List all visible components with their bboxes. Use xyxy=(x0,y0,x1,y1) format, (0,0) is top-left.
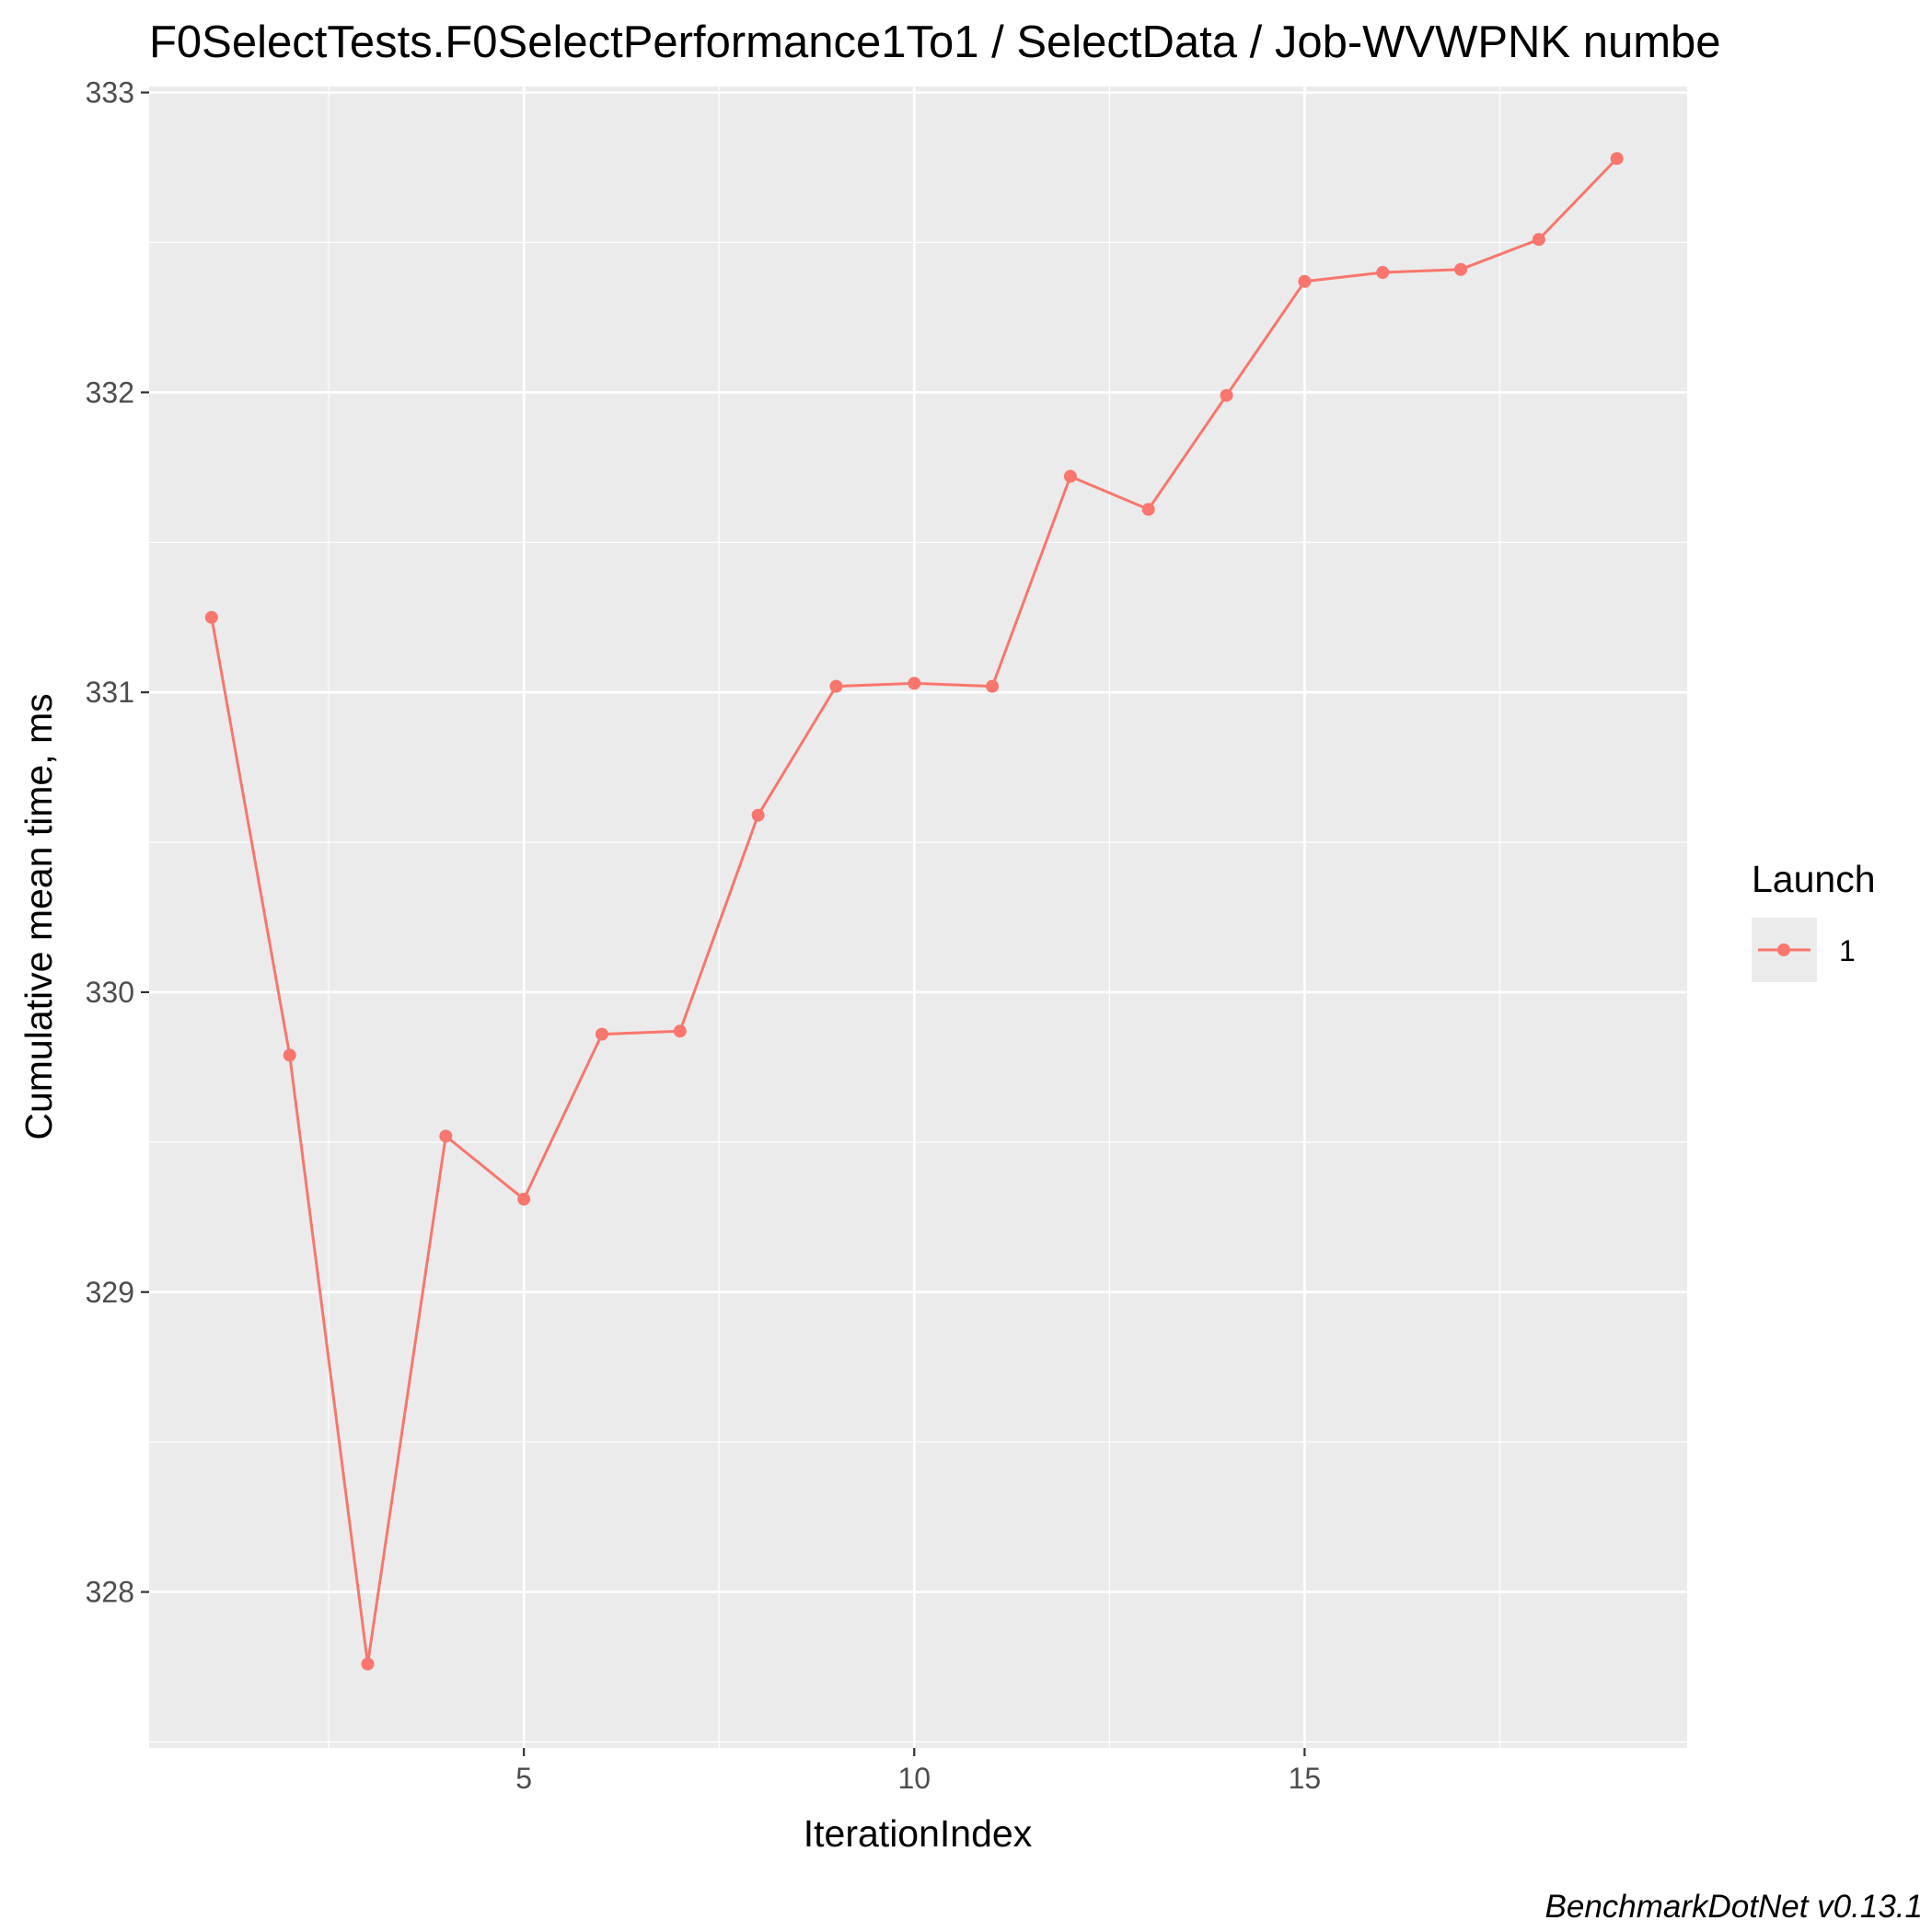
y-tick-label: 332 xyxy=(86,376,134,409)
y-tick-label: 331 xyxy=(86,676,134,709)
data-point xyxy=(1063,469,1077,483)
legend-key-point xyxy=(1777,943,1790,956)
data-point xyxy=(1220,388,1233,402)
x-tick-label: 5 xyxy=(515,1762,532,1795)
y-axis-title: Cumulative mean time, ms xyxy=(17,693,60,1140)
y-tick-label: 333 xyxy=(86,76,134,110)
series-layer xyxy=(204,152,1624,1671)
data-point xyxy=(204,610,218,624)
plot-panel xyxy=(149,87,1687,1748)
caption: BenchmarkDotNet v0.13.1 xyxy=(1545,1889,1923,1925)
data-point xyxy=(673,1024,687,1038)
data-point xyxy=(1298,274,1312,288)
x-tick-label: 15 xyxy=(1289,1762,1322,1795)
data-point xyxy=(829,679,843,693)
y-tick-label: 330 xyxy=(86,976,134,1009)
legend-title: Launch xyxy=(1752,858,1876,900)
data-point xyxy=(908,677,921,690)
grid xyxy=(149,87,1687,1748)
data-point xyxy=(1610,152,1624,166)
x-tick-label: 10 xyxy=(897,1762,931,1795)
data-point xyxy=(595,1027,608,1041)
data-point xyxy=(439,1129,453,1143)
data-point xyxy=(986,679,1000,693)
data-point xyxy=(283,1048,296,1062)
data-point xyxy=(361,1657,375,1671)
data-point xyxy=(751,808,765,822)
data-point xyxy=(1376,266,1390,280)
y-tick-label: 328 xyxy=(86,1576,134,1609)
legend-label: 1 xyxy=(1839,934,1856,967)
axes: 5 10 15 328 329 330 331 332 333 xyxy=(86,76,1322,1795)
data-point xyxy=(1532,233,1545,247)
data-point xyxy=(517,1192,531,1206)
data-point xyxy=(1141,503,1155,516)
chart-title: F0SelectTests.F0SelectPerformance1To1 / … xyxy=(149,17,1721,67)
y-tick-label: 329 xyxy=(86,1276,134,1309)
data-point xyxy=(1454,262,1468,276)
x-axis-title: IterationIndex xyxy=(804,1812,1033,1855)
legend: Launch 1 xyxy=(1752,858,1876,982)
